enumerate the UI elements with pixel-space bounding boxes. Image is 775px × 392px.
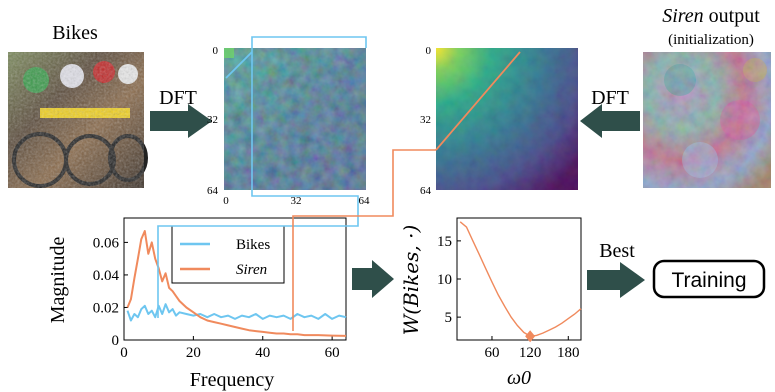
magnitude-chart: 0 0.02 0.04 0.06 0 20 40 60 Magnitude Frequenc… [47,217,347,391]
arrow-dft-left [150,104,212,138]
w-xticks: 60 120 180 [484,336,580,361]
best-label: Best [599,240,635,262]
magnitude-xtick-label: 20 [186,345,201,361]
siren-subtitle: (initialization) [668,32,754,48]
siren-zoom-connector [292,149,436,331]
bikes-spectrum-heatmap [224,48,366,190]
arrow-to-w-chart [352,260,394,298]
bikes-zoom-connector [157,36,367,318]
magnitude-yticks: 0 0.02 0.04 0.06 [93,235,128,349]
arrow-to-training [587,262,645,298]
w-xlabel: ω0 [507,367,531,389]
siren-title-em: Siren [662,5,703,27]
siren-heatmap-ytick-64: 64 [420,185,432,197]
magnitude-ytick-label: 0 [112,333,120,349]
siren-spectrum-heatmap [436,48,578,190]
w-xtick-label: 120 [519,345,542,361]
bikes-heatmap-xtick-64: 64 [359,195,371,207]
w-curve-line [459,221,582,337]
bikes-photo [8,52,148,188]
magnitude-ytick-label: 0.02 [93,300,119,316]
w-series [459,221,582,343]
w-ylabel-text: W(Bikes, ·) [399,225,423,336]
dft-right-label: DFT [591,87,629,109]
siren-heatmap-diagonal [435,51,521,151]
siren-title: Siren output [662,5,760,27]
w-ytick-label: 5 [445,310,453,326]
bikes-heatmap-xtick-32: 32 [291,195,302,207]
magnitude-legend: Bikes Siren [171,225,285,284]
training-label: Training [671,269,746,292]
siren-heatmap-ytick-0: 0 [426,45,432,57]
w-ylabel: W(Bikes, ·) [399,225,423,336]
training-box: Training [652,259,766,299]
siren-title-rest: output [704,5,761,27]
w-yticks: 5 10 15 [437,234,461,326]
magnitude-ytick-label: 0.06 [93,235,120,251]
w-omega-chart: 5 10 15 60 120 180 W(Bikes, ·) ω0 [399,217,582,389]
magnitude-series-bikes-line [126,303,347,322]
legend-siren-label: Siren [236,262,267,278]
siren-heatmap-ytick-32: 32 [420,114,431,126]
magnitude-xtick-label: 60 [325,345,340,361]
siren-output-image [643,52,771,188]
magnitude-xtick-label: 0 [120,345,128,361]
w-xtick-label: 180 [557,345,580,361]
arrow-dft-right [580,104,640,138]
legend-bikes-label: Bikes [236,237,270,253]
w-ytick-label: 10 [437,272,452,288]
magnitude-series-siren-line [126,230,347,337]
magnitude-ytick-label: 0.04 [93,268,120,284]
magnitude-ylabel: Magnitude [47,237,69,324]
magnitude-series [126,230,347,337]
w-plot-frame [456,217,582,341]
bikes-heatmap-xtick-0: 0 [223,195,229,207]
best-omega-marker [525,330,536,343]
w-xlabel-text: ω0 [507,367,531,389]
magnitude-xlabel: Frequency [190,369,274,391]
magnitude-xticks: 0 20 40 60 [120,336,340,361]
bikes-title: Bikes [52,22,98,44]
bikes-heatmap-ytick-64: 64 [207,185,219,197]
magnitude-xtick-label: 40 [255,345,270,361]
bikes-heatmap-diagonal [225,51,253,79]
dft-left-label: DFT [159,87,197,109]
w-ytick-label: 15 [437,234,452,250]
bikes-heatmap-ytick-32: 32 [207,114,218,126]
bikes-heatmap-ytick-0: 0 [213,45,219,57]
w-xtick-label: 60 [484,345,499,361]
